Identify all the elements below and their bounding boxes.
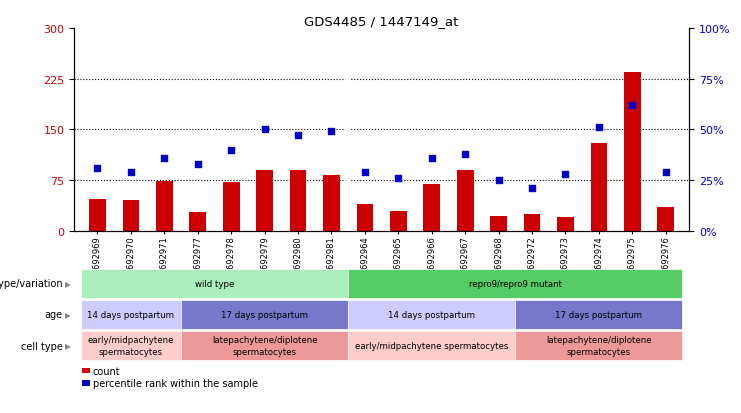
Bar [323, 176, 340, 231]
Point [259, 127, 270, 133]
Bar [256, 171, 273, 231]
Bar [624, 73, 641, 231]
Point [325, 129, 337, 135]
Text: early/midpachytene spermatocytes: early/midpachytene spermatocytes [355, 341, 508, 350]
Bar [156, 182, 173, 231]
Point [92, 165, 104, 172]
Text: age: age [45, 310, 63, 320]
Text: 17 days postpartum: 17 days postpartum [556, 310, 642, 319]
Text: wild type: wild type [195, 279, 234, 288]
Point [593, 125, 605, 131]
Bar [290, 171, 307, 231]
Bar [456, 171, 473, 231]
Text: latepachytene/diplotene
spermatocytes: latepachytene/diplotene spermatocytes [212, 336, 317, 356]
Point [393, 176, 405, 182]
Text: count: count [93, 366, 120, 376]
Point [626, 102, 638, 109]
Point [192, 161, 204, 168]
Text: ▶: ▶ [65, 279, 71, 288]
Text: genotype/variation: genotype/variation [0, 279, 63, 289]
Bar [390, 211, 407, 231]
Point [159, 155, 170, 162]
Bar [190, 212, 206, 231]
Text: ▶: ▶ [65, 310, 71, 319]
Text: repro9/repro9 mutant: repro9/repro9 mutant [469, 279, 562, 288]
Text: early/midpachytene
spermatocytes: early/midpachytene spermatocytes [87, 336, 174, 356]
Bar [356, 204, 373, 231]
Point [225, 147, 237, 154]
Point [292, 133, 304, 140]
Title: GDS4485 / 1447149_at: GDS4485 / 1447149_at [305, 15, 459, 28]
Bar [423, 184, 440, 231]
Bar [223, 183, 239, 231]
Text: cell type: cell type [21, 341, 63, 351]
Bar [657, 208, 674, 231]
Text: percentile rank within the sample: percentile rank within the sample [93, 378, 258, 388]
Point [659, 169, 671, 176]
Point [459, 151, 471, 158]
Point [526, 185, 538, 192]
Bar [591, 144, 607, 231]
Text: 17 days postpartum: 17 days postpartum [221, 310, 308, 319]
Bar [524, 214, 540, 231]
Bar [491, 216, 507, 231]
Bar [557, 218, 574, 231]
Text: 14 days postpartum: 14 days postpartum [388, 310, 475, 319]
Point [359, 169, 370, 176]
Text: latepachytene/diplotene
spermatocytes: latepachytene/diplotene spermatocytes [546, 336, 651, 356]
Point [426, 155, 438, 162]
Point [493, 178, 505, 184]
Bar [122, 201, 139, 231]
Point [559, 171, 571, 178]
Text: 14 days postpartum: 14 days postpartum [87, 310, 174, 319]
Bar [89, 199, 106, 231]
Point [125, 169, 137, 176]
Text: ▶: ▶ [65, 341, 71, 350]
